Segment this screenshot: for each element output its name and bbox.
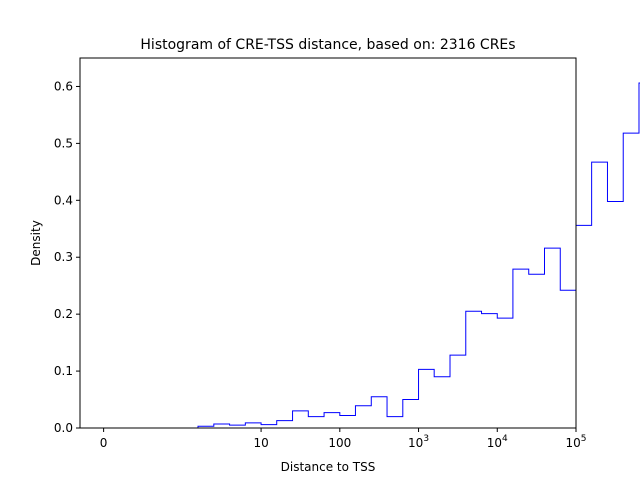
x-tick-label: 105 (565, 434, 586, 450)
chart-title: Histogram of CRE-TSS distance, based on:… (140, 37, 515, 53)
y-tick-label: 0.1 (54, 364, 73, 378)
x-axis-label: Distance to TSS (281, 460, 376, 474)
x-tick-label: 10 (253, 436, 268, 450)
y-tick-label: 0.5 (54, 136, 73, 150)
y-tick-label: 0.6 (54, 79, 73, 93)
x-tick-label: 0 (100, 436, 108, 450)
x-tick-label: 100 (328, 436, 351, 450)
y-axis: 0.0 0.1 0.2 0.3 0.4 0.5 0.6 (54, 79, 80, 435)
y-tick-label: 0.2 (54, 307, 73, 321)
x-axis: 010100103104105106 (100, 428, 587, 450)
histogram-outline (182, 82, 640, 429)
plot-frame (79, 57, 577, 429)
x-tick-label: 103 (408, 434, 429, 450)
x-tick-label: 104 (487, 434, 508, 450)
y-axis-label: Density (29, 220, 43, 266)
y-tick-label: 0.4 (54, 193, 73, 207)
plot-area (182, 82, 640, 429)
y-tick-label: 0.0 (54, 421, 73, 435)
y-tick-label: 0.3 (54, 250, 73, 264)
